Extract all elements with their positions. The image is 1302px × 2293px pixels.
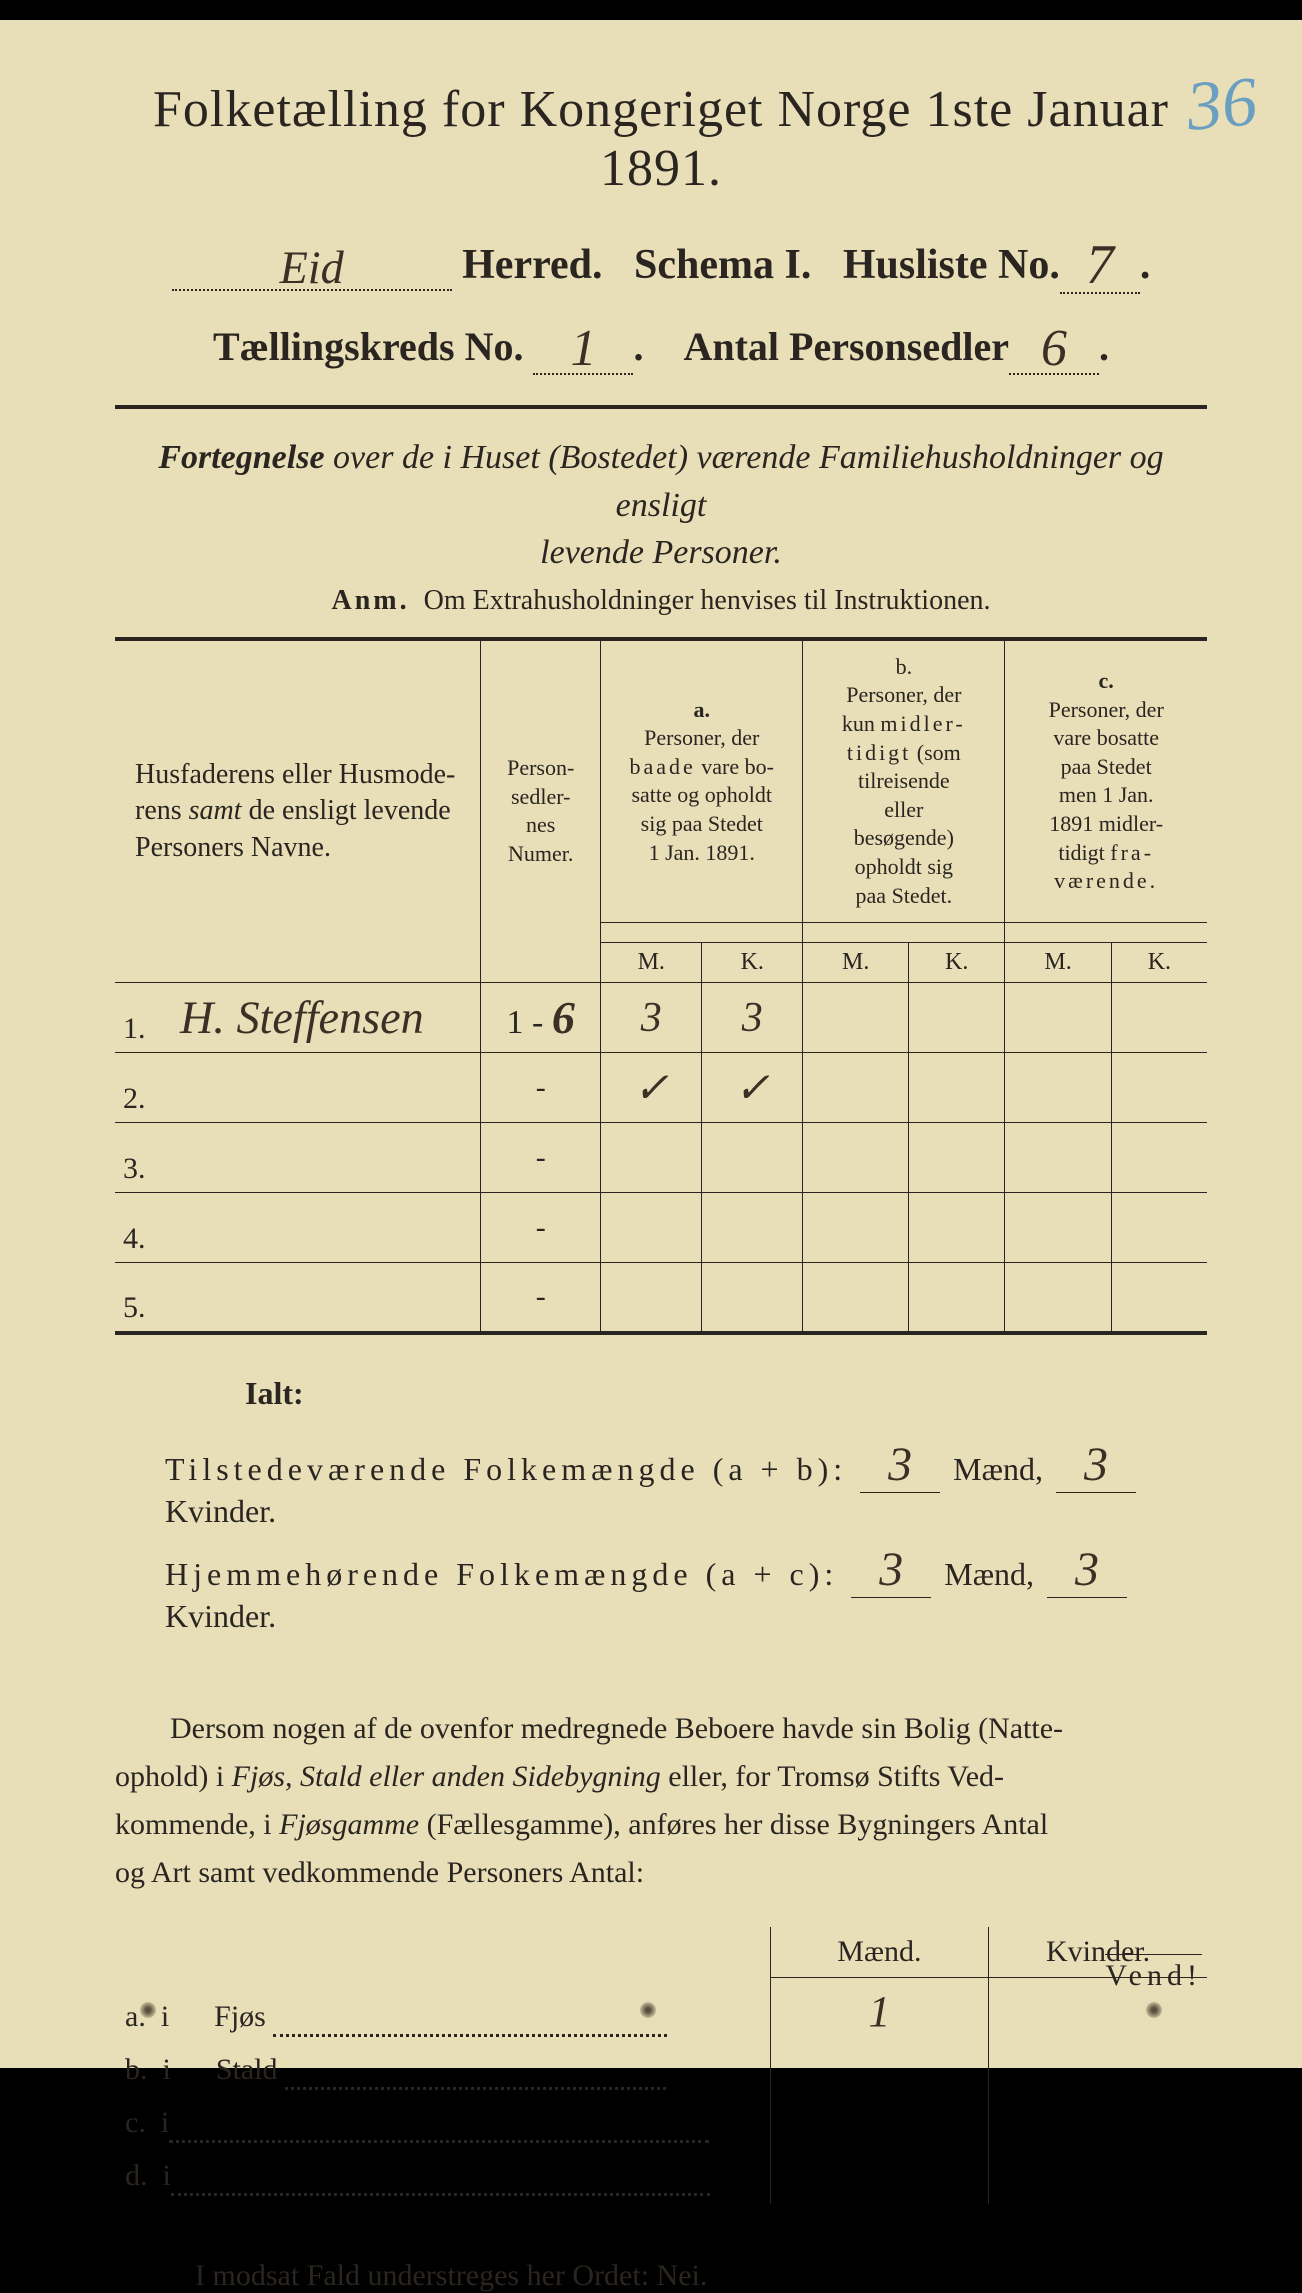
col-a-m: M.	[601, 943, 702, 983]
col-b-m: M.	[803, 943, 909, 983]
pinhole-icon	[1146, 2002, 1162, 2018]
husliste-label: Husliste No.	[843, 242, 1060, 288]
side-maend: Mænd.	[770, 1927, 988, 1978]
anm-label: Anm.	[331, 585, 409, 616]
col-c: c. Personer, dervare bosattepaa Stedetme…	[1005, 639, 1207, 923]
dersom-para: Dersom nogen af de ovenfor medregnede Be…	[115, 1705, 1207, 1897]
header-line-2: Tællingskreds No. 1. Antal Personsedler6…	[115, 314, 1207, 375]
husliste-value: 7	[1086, 234, 1114, 296]
schema-label: Schema I.	[634, 242, 811, 288]
divider	[115, 405, 1207, 409]
col-a-k: K.	[702, 943, 803, 983]
herred-label: Herred.	[462, 242, 602, 288]
kreds-label: Tællingskreds No.	[213, 324, 523, 369]
resident-m: 3	[851, 1542, 931, 1598]
census-form-page: 36 Folketælling for Kongeriget Norge 1st…	[0, 20, 1302, 2068]
anm-note: Anm. Om Extrahusholdninger henvises til …	[115, 585, 1207, 617]
anm-text: Om Extrahusholdninger henvises til Instr…	[424, 585, 991, 616]
page-number-annotation: 36	[1184, 62, 1261, 148]
side-buildings-table: Mænd. Kvinder. a. i Fjøs 1 b. i Stald c.…	[115, 1927, 1207, 2204]
header-line-1: Eid Herred. Schema I. Husliste No.7.	[115, 228, 1207, 294]
table-row: 4. -	[115, 1193, 1207, 1263]
name-value: H. Steffensen	[180, 992, 424, 1043]
resident-k: 3	[1047, 1542, 1127, 1598]
present-k: 3	[1056, 1437, 1136, 1493]
col-c-k: K.	[1111, 943, 1207, 983]
ialt-label: Ialt:	[245, 1375, 1207, 1412]
subtitle: Fortegnelse over de i Huset (Bostedet) v…	[115, 434, 1207, 577]
main-table: Husfaderens eller Husmode-rens samt de e…	[115, 637, 1207, 1335]
side-row: d. i	[115, 2151, 1207, 2204]
sum-resident: Hjemmehørende Folkemængde (a + c): 3 Mæn…	[165, 1542, 1207, 1635]
vend-label: Vend!	[1105, 1954, 1202, 1993]
main-title: Folketælling for Kongeriget Norge 1ste J…	[115, 80, 1207, 198]
sum-present: Tilstedeværende Folkemængde (a + b): 3 M…	[165, 1437, 1207, 1530]
col-a: a. Personer, derbaade vare bo-satte og o…	[601, 639, 803, 923]
table-row: 1. H. Steffensen 1 - 6 3 3	[115, 983, 1207, 1053]
kreds-value: 1	[570, 320, 596, 377]
col-num: Person-sedler-nesNumer.	[481, 639, 601, 983]
table-row: 2. - ✓ ✓	[115, 1053, 1207, 1123]
side-row: a. i Fjøs 1	[115, 1977, 1207, 2045]
pinhole-icon	[140, 2002, 156, 2018]
side-row: b. i Stald	[115, 2045, 1207, 2098]
antal-label: Antal Personsedler	[683, 324, 1009, 369]
antal-value: 6	[1041, 320, 1067, 377]
fjos-m-value: 1	[770, 1977, 988, 2045]
table-row: 3. -	[115, 1123, 1207, 1193]
col-b-k: K.	[909, 943, 1005, 983]
herred-value: Eid	[280, 242, 344, 293]
col-b: b. Personer, derkun midler-tidigt (somti…	[803, 639, 1005, 923]
table-row: 5. -	[115, 1263, 1207, 1333]
present-m: 3	[860, 1437, 940, 1493]
pinhole-icon	[640, 2002, 656, 2018]
modsat-line: I modsat Fald understreges her Ordet: Ne…	[195, 2259, 1207, 2293]
col-c-m: M.	[1005, 943, 1111, 983]
side-row: c. i	[115, 2098, 1207, 2151]
